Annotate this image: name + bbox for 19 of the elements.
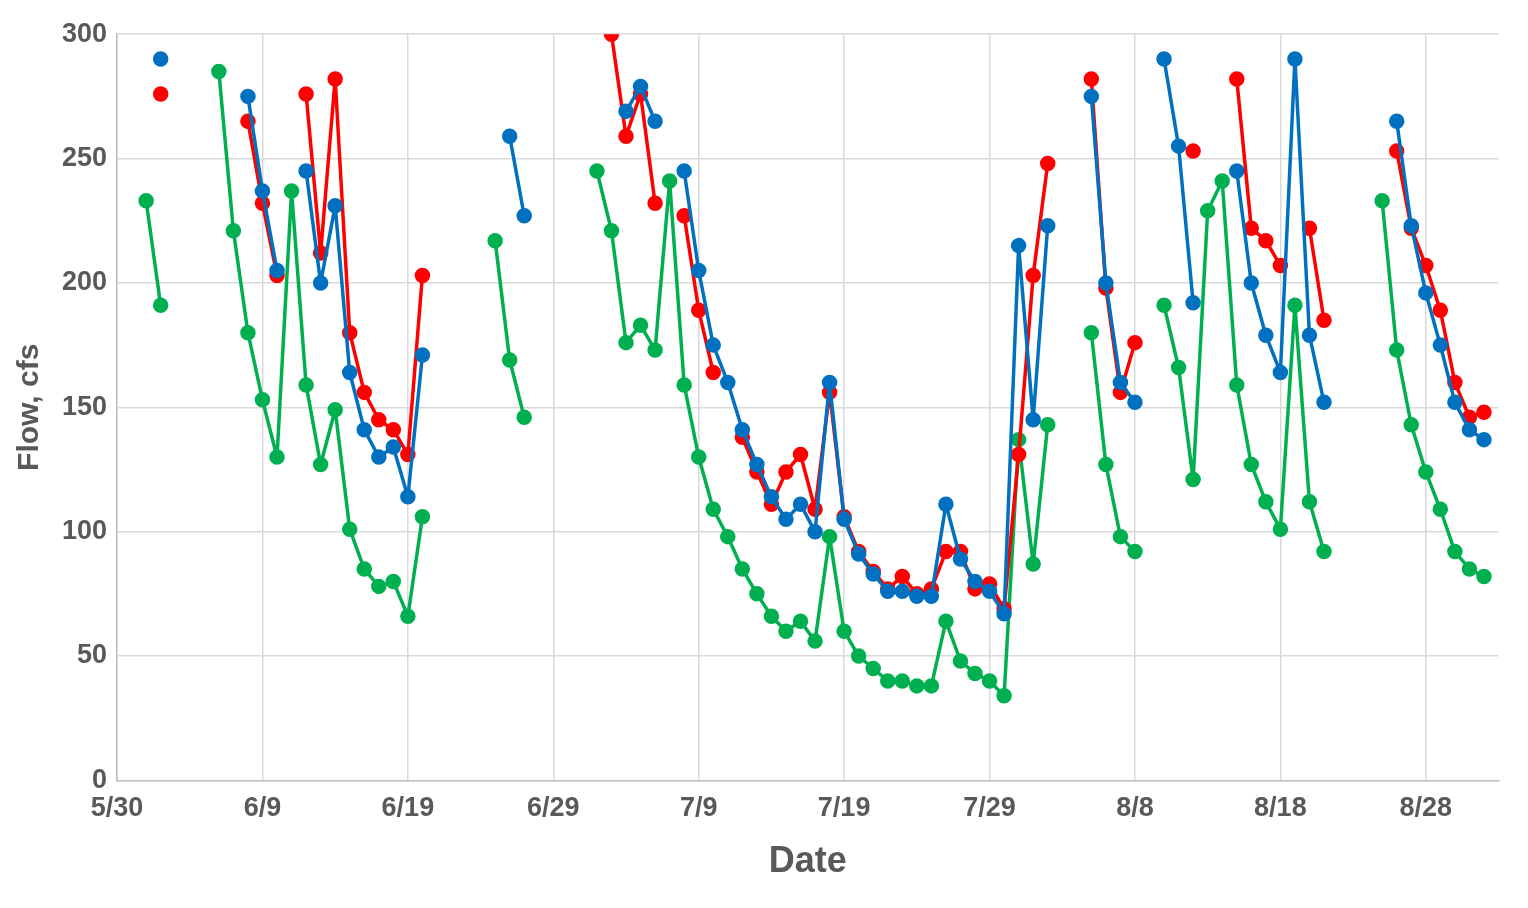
y-tick-label: 300 — [61, 17, 108, 48]
x-tick-label: 6/29 — [527, 792, 580, 823]
x-tick-label: 5/30 — [90, 792, 144, 823]
y-tick-label: 250 — [61, 142, 108, 173]
x-tick-label: 6/9 — [243, 792, 282, 823]
y-tick-label: 0 — [92, 763, 108, 794]
y-axis-title: Flow, cfs — [11, 343, 45, 471]
x-axis-title: Date — [768, 839, 847, 881]
x-tick-label: 8/28 — [1399, 792, 1453, 823]
x-tick-label: 8/8 — [1116, 792, 1154, 823]
x-tick-label: 7/9 — [679, 792, 718, 823]
y-tick-label: 50 — [77, 639, 108, 670]
y-tick-label: 200 — [61, 266, 108, 297]
x-tick-label: 6/19 — [381, 792, 435, 823]
x-tick-label: 7/19 — [817, 792, 871, 823]
x-tick-label: 7/29 — [963, 792, 1016, 823]
x-tick-label: 8/18 — [1254, 792, 1307, 823]
y-tick-label: 100 — [61, 515, 108, 546]
y-tick-label: 150 — [61, 390, 108, 421]
